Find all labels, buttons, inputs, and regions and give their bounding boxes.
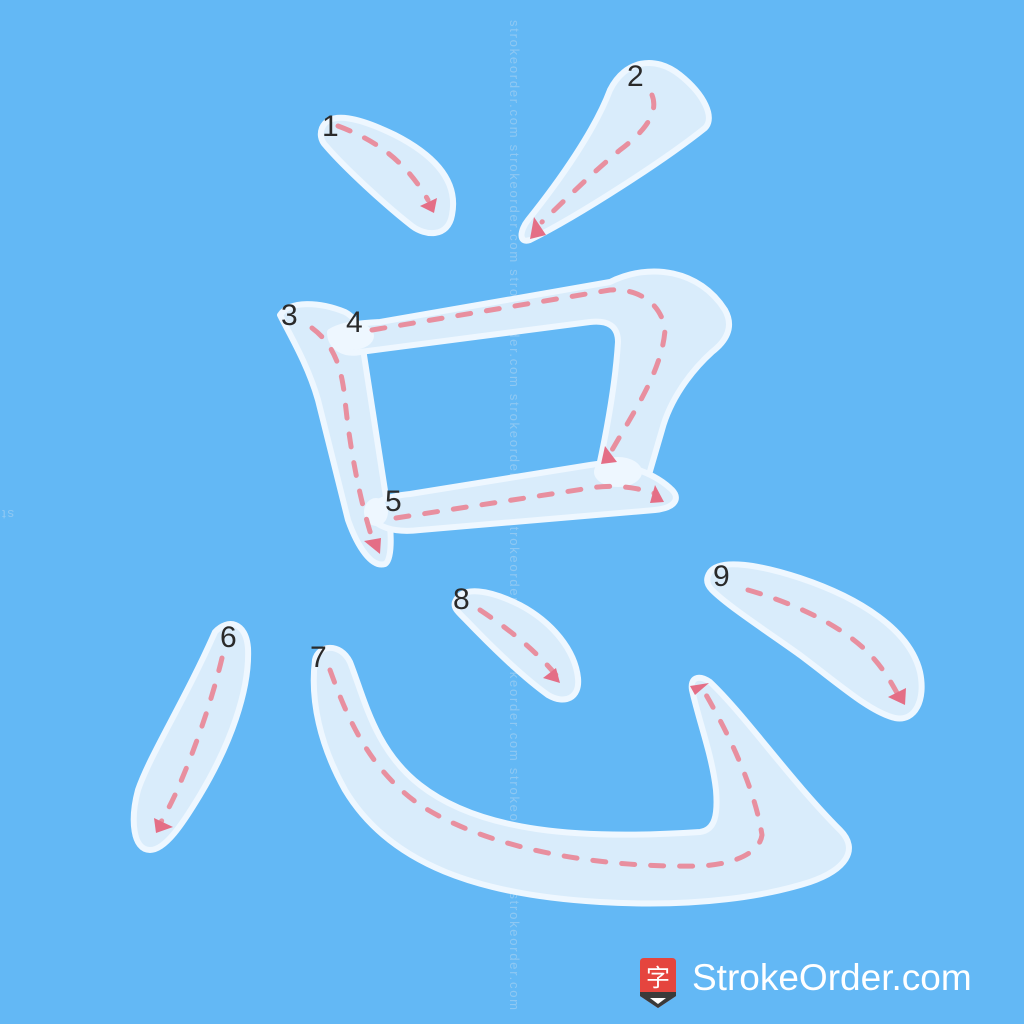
watermark-horizontal: strokeorder.com strokeorder.com strokeor…	[0, 507, 14, 522]
joint-highlight-top-left	[330, 322, 374, 350]
stroke-shape-7	[310, 644, 852, 907]
brand-name: StrokeOrder.com	[692, 957, 972, 998]
stroke-number-4: 4	[346, 306, 363, 339]
guide-path-2	[539, 92, 657, 225]
stroke-shape-4	[327, 268, 733, 492]
guide-path-3	[309, 325, 375, 541]
stroke-number-1: 1	[322, 110, 339, 143]
joint-highlight-bottom-left	[364, 498, 388, 526]
arrow-2	[530, 217, 546, 239]
stroke-shape-1	[317, 114, 457, 236]
guide-path-8	[477, 607, 559, 678]
stroke-guides	[157, 92, 903, 869]
logo-glyph: 字	[646, 964, 670, 992]
arrow-6	[154, 818, 173, 833]
stroke-number-2: 2	[627, 60, 644, 93]
guide-path-1	[335, 123, 431, 203]
guide-path-9	[745, 587, 903, 701]
stroke-number-9: 9	[713, 560, 730, 593]
stroke-shape-6	[130, 621, 252, 853]
joint-highlight-right	[594, 457, 642, 487]
guide-path-4	[369, 287, 668, 453]
guide-path-6	[157, 655, 225, 827]
arrow-9	[888, 688, 906, 705]
arrow-4	[601, 446, 617, 464]
arrow-8	[543, 668, 560, 683]
brand[interactable]: 字 StrokeOrder.com	[636, 950, 972, 1008]
stroke-number-8: 8	[453, 583, 470, 616]
arrow-5	[650, 485, 664, 503]
arrow-1	[420, 198, 437, 213]
stroke-number-3: 3	[281, 299, 298, 332]
stroke-number-6: 6	[220, 621, 237, 654]
arrow-3	[364, 538, 381, 554]
stroke-shape-9	[704, 561, 925, 722]
stroke-number-7: 7	[310, 641, 327, 674]
strokeorder-logo-icon: 字	[636, 956, 680, 1008]
stroke-number-labels: 1 2 3 4 5 6 7 8 9	[220, 60, 730, 674]
stroke-shape-8	[451, 588, 582, 703]
character-strokes	[130, 60, 925, 907]
arrow-7	[690, 683, 709, 695]
guide-path-7	[327, 667, 765, 869]
stroke-number-5: 5	[385, 485, 402, 518]
direction-arrows	[154, 198, 906, 833]
stroke-shape-2	[518, 60, 712, 244]
